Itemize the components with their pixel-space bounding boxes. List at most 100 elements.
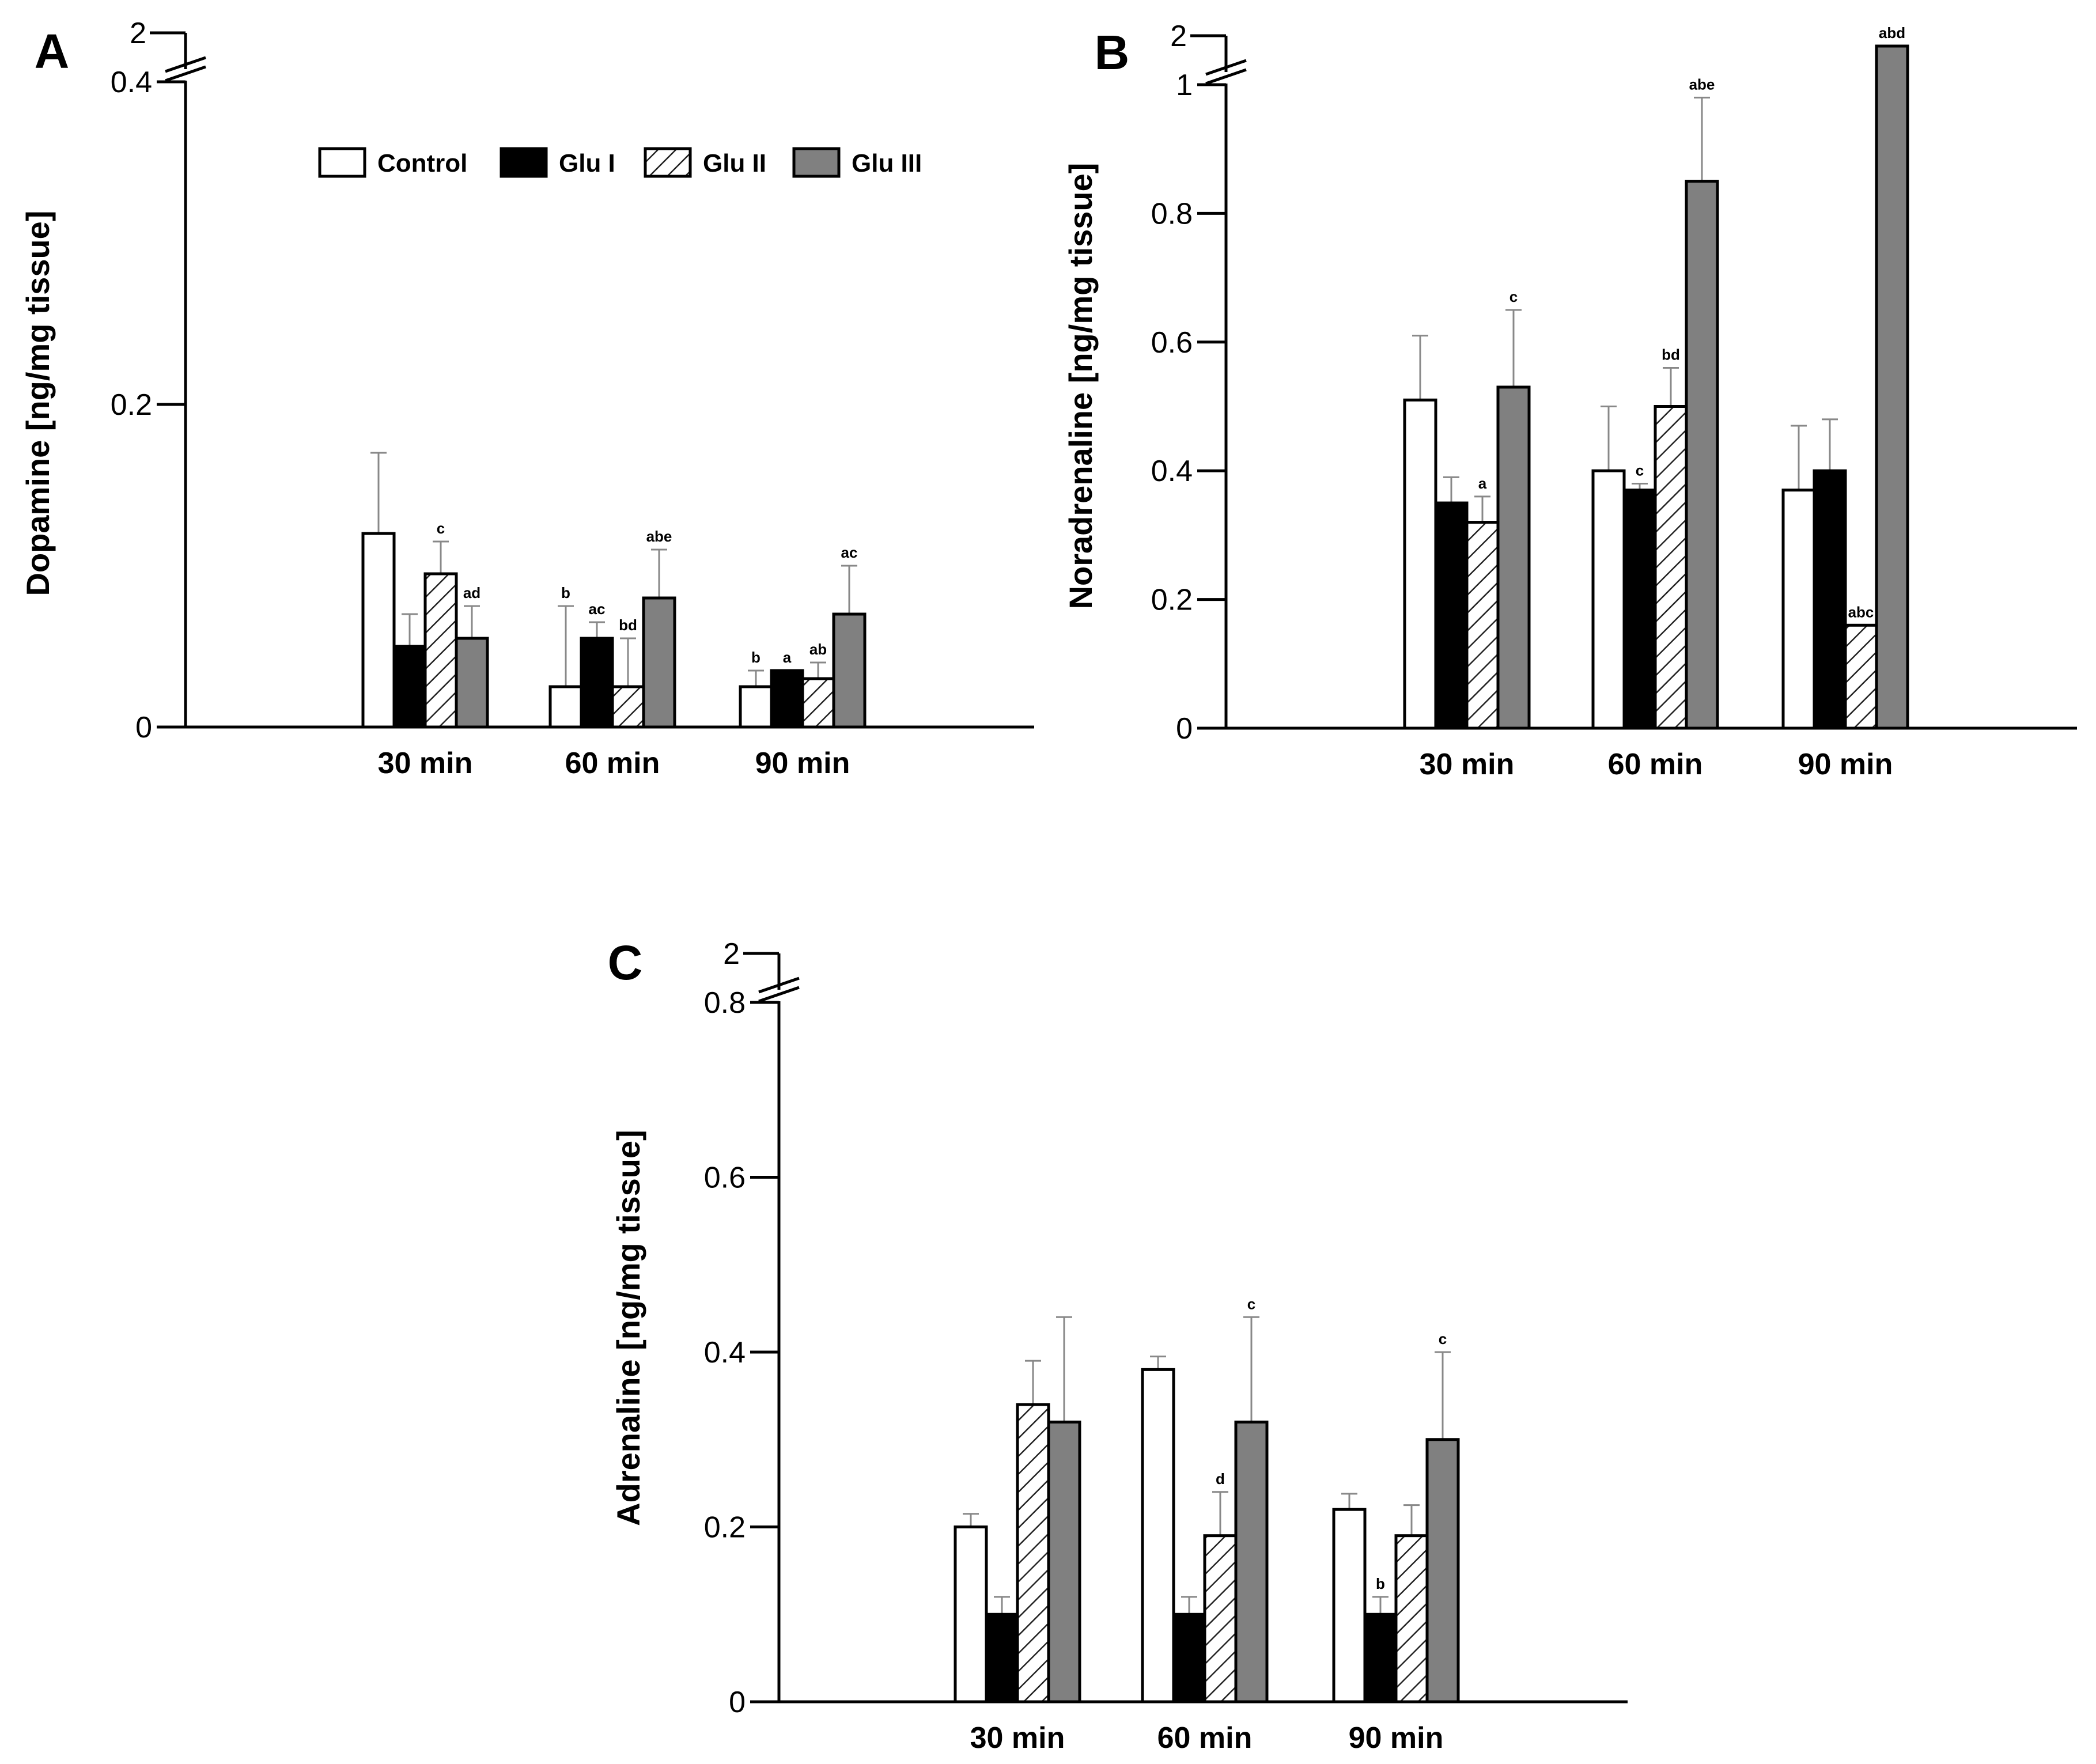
x-tick-label: 90 min [1798, 748, 1893, 781]
x-tick-label: 60 min [1157, 1721, 1253, 1755]
x-tick-label: 30 min [1420, 748, 1515, 781]
bar-control [954, 1525, 988, 1704]
panel-letter: A [35, 24, 70, 78]
significance-label: c [1509, 288, 1518, 305]
bar-glu-i [1434, 501, 1469, 730]
bar-glu-i [985, 1612, 1019, 1704]
axis-break-mark [1205, 59, 1247, 76]
chart-panel-a: A 2 0 0.2 0.4 Dopamine [ng/mg tissue] c ad 30 mi… [20, 17, 1034, 780]
bar-glu-ii [1654, 405, 1688, 730]
significance-label: b [1376, 1575, 1385, 1592]
y-axis-label: Noradrenaline [ng/mg tissue] [1062, 163, 1099, 610]
y-tick-label: 0 [1176, 712, 1193, 745]
significance-label: d [1216, 1470, 1225, 1487]
bar-glu-iii [832, 612, 867, 729]
bar-control [1141, 1368, 1175, 1704]
significance-label: c [437, 520, 445, 537]
bar-glu-iii [1425, 1438, 1460, 1704]
bar-glu-ii [1203, 1534, 1238, 1704]
y-tick-label: 1 [1176, 69, 1193, 102]
bar-glu-ii [1394, 1534, 1429, 1704]
bar-glu-iii [1047, 1420, 1081, 1704]
bar-glu-iii [455, 637, 489, 729]
bar-control [548, 685, 583, 729]
y-tick-label: 2 [1170, 20, 1187, 53]
y-tick-label: 0.8 [704, 986, 746, 1020]
significance-label: abe [646, 528, 672, 545]
legend-label: Control [377, 149, 467, 177]
panel-letter: B [1095, 25, 1130, 80]
x-tick-label: 30 min [378, 747, 473, 780]
legend: Control Glu I Glu II Glu III [318, 147, 922, 178]
x-tick-label: 60 min [565, 747, 660, 780]
significance-label: bd [619, 616, 637, 634]
axis-break-mark [758, 986, 800, 1003]
bar-glu-ii [801, 677, 835, 729]
significance-label: ad [463, 584, 481, 601]
bar-glu-i [1363, 1612, 1398, 1704]
bar-glu-i [1622, 489, 1657, 730]
bar-glu-ii [1016, 1403, 1050, 1704]
bar-glu-i [580, 637, 614, 729]
significance-label: b [561, 584, 570, 601]
significance-label: c [1636, 462, 1644, 479]
significance-label: a [1478, 475, 1487, 492]
chart-panel-b: B 2 0 0.2 0.4 0.6 0.8 1 Noradrenaline [ng/mg tis… [1062, 20, 2077, 781]
bar-glu-i [392, 645, 427, 729]
legend-label: Glu III [852, 149, 922, 177]
x-tick-label: 90 min [1349, 1721, 1444, 1755]
y-tick-label: 0.8 [1151, 197, 1193, 230]
y-tick-label: 0.4 [1151, 455, 1193, 488]
axis-break-mark [165, 56, 206, 73]
bar-glu-i [1172, 1612, 1206, 1704]
y-axis-label: Dopamine [ng/mg tissue] [20, 211, 56, 596]
bar-glu-iii [642, 596, 676, 729]
axis-break-mark [758, 976, 800, 994]
y-tick-label: 0 [135, 711, 152, 744]
significance-label: ac [841, 544, 858, 561]
y-axis-label: Adrenaline [ng/mg tissue] [610, 1130, 646, 1526]
y-tick-label: 0.6 [1151, 326, 1193, 359]
bar-glu-ii [611, 685, 645, 729]
bar-control [1403, 398, 1437, 730]
legend-swatch-glu-iii [792, 147, 841, 178]
legend-swatch-control [318, 147, 366, 178]
chart-panel-c: C 2 0 0.2 0.4 0.6 0.8 Adrenaline [ng/mg tissue]… [608, 936, 1628, 1755]
significance-label: abd [1879, 24, 1905, 41]
bar-glu-iii [1685, 180, 1719, 730]
y-tick-label: 0.4 [704, 1336, 746, 1369]
legend-label: Glu II [703, 149, 766, 177]
panel-letter: C [608, 936, 643, 990]
legend-swatch-glu-ii [644, 147, 692, 178]
bar-control [1591, 469, 1626, 730]
significance-label: ac [589, 600, 606, 618]
significance-label: bd [1662, 346, 1680, 363]
bar-glu-ii [423, 572, 458, 729]
significance-label: a [783, 649, 792, 666]
significance-label: ab [809, 641, 827, 658]
bar-control [739, 685, 773, 729]
significance-label: c [1247, 1295, 1255, 1312]
y-tick-label: 0.6 [704, 1161, 746, 1195]
axis-break-mark [1205, 68, 1247, 85]
bar-glu-iii [1234, 1420, 1269, 1704]
y-tick-label: 2 [130, 17, 146, 50]
x-tick-label: 60 min [1608, 748, 1703, 781]
bar-control [1781, 489, 1816, 730]
y-tick-label: 0.4 [111, 66, 152, 99]
y-tick-label: 0.2 [704, 1511, 746, 1545]
x-tick-label: 90 min [755, 747, 850, 780]
y-tick-label: 2 [723, 937, 740, 971]
bar-control [361, 532, 396, 729]
significance-label: abe [1689, 75, 1715, 93]
significance-label: abc [1848, 603, 1874, 620]
bar-glu-iii [1875, 44, 1909, 730]
bar-control [1332, 1508, 1367, 1704]
y-tick-label: 0.2 [111, 388, 152, 422]
x-tick-label: 30 min [970, 1721, 1065, 1755]
significance-label: b [751, 649, 761, 666]
bar-glu-ii [1844, 623, 1878, 730]
bar-glu-iii [1496, 385, 1531, 730]
